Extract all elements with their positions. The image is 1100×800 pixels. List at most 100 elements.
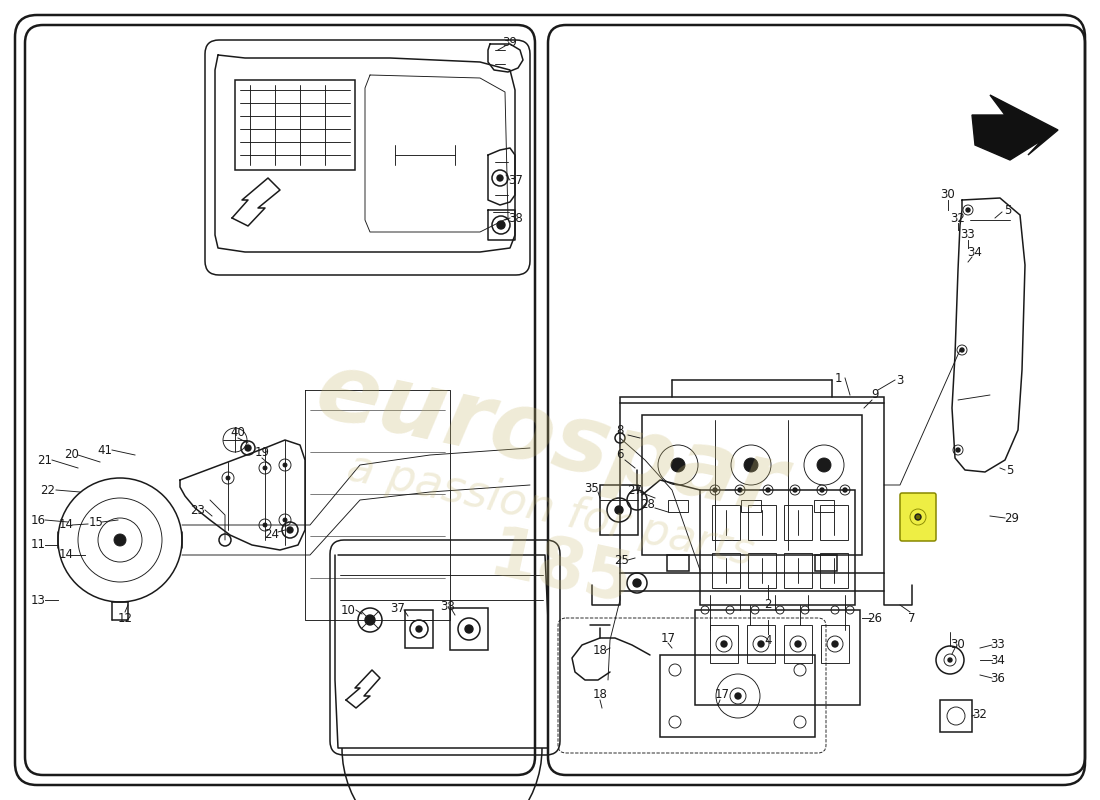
Text: 28: 28 bbox=[640, 498, 656, 511]
Text: 4: 4 bbox=[764, 634, 772, 646]
Text: 38: 38 bbox=[508, 211, 524, 225]
Text: 23: 23 bbox=[190, 503, 206, 517]
Bar bbox=[667, 555, 689, 571]
Text: 26: 26 bbox=[868, 611, 882, 625]
Circle shape bbox=[497, 175, 503, 181]
Text: 19: 19 bbox=[254, 446, 270, 458]
Text: 18: 18 bbox=[593, 643, 607, 657]
Circle shape bbox=[287, 527, 293, 533]
Text: 5: 5 bbox=[1004, 203, 1012, 217]
Circle shape bbox=[671, 458, 685, 472]
Text: 32: 32 bbox=[950, 211, 966, 225]
Text: 32: 32 bbox=[972, 709, 988, 722]
Bar bbox=[700, 490, 855, 605]
Bar bbox=[784, 625, 812, 663]
Circle shape bbox=[720, 641, 727, 647]
Circle shape bbox=[416, 626, 422, 632]
Text: 30: 30 bbox=[940, 189, 956, 202]
Circle shape bbox=[465, 625, 473, 633]
Bar bbox=[405, 610, 433, 648]
Text: 8: 8 bbox=[616, 423, 624, 437]
Text: 27: 27 bbox=[627, 483, 642, 497]
Bar bbox=[695, 610, 860, 705]
Text: 38: 38 bbox=[441, 601, 455, 614]
Text: 13: 13 bbox=[31, 594, 45, 606]
Bar bbox=[748, 505, 775, 540]
Circle shape bbox=[713, 488, 717, 492]
Circle shape bbox=[956, 448, 960, 452]
Bar bbox=[814, 500, 834, 512]
Text: 185: 185 bbox=[482, 522, 638, 618]
Text: 10: 10 bbox=[341, 603, 355, 617]
Text: 2: 2 bbox=[764, 598, 772, 611]
Text: 29: 29 bbox=[1004, 511, 1020, 525]
Circle shape bbox=[283, 518, 287, 522]
Text: a passion for parts: a passion for parts bbox=[343, 446, 757, 574]
Bar bbox=[712, 505, 740, 540]
Text: 24: 24 bbox=[264, 529, 279, 542]
Bar bbox=[600, 485, 638, 535]
Circle shape bbox=[263, 523, 267, 527]
Text: 11: 11 bbox=[31, 538, 45, 551]
Text: 35: 35 bbox=[584, 482, 600, 494]
Bar bbox=[712, 553, 740, 588]
Bar bbox=[940, 700, 972, 732]
Circle shape bbox=[738, 488, 742, 492]
Text: 37: 37 bbox=[508, 174, 524, 186]
Circle shape bbox=[832, 641, 838, 647]
Circle shape bbox=[615, 506, 623, 514]
Circle shape bbox=[758, 641, 764, 647]
Circle shape bbox=[632, 579, 641, 587]
Circle shape bbox=[966, 208, 970, 212]
Text: 39: 39 bbox=[503, 37, 517, 50]
Text: eurospar: eurospar bbox=[307, 346, 793, 534]
Text: 34: 34 bbox=[968, 246, 982, 258]
Circle shape bbox=[960, 348, 964, 352]
Text: 40: 40 bbox=[231, 426, 245, 438]
Text: 41: 41 bbox=[98, 443, 112, 457]
Text: 14: 14 bbox=[58, 549, 74, 562]
Text: 16: 16 bbox=[31, 514, 45, 526]
Bar bbox=[784, 553, 812, 588]
Text: 18: 18 bbox=[593, 689, 607, 702]
Circle shape bbox=[766, 488, 770, 492]
Polygon shape bbox=[972, 95, 1058, 160]
Circle shape bbox=[226, 476, 230, 480]
Circle shape bbox=[735, 693, 741, 699]
Circle shape bbox=[820, 488, 824, 492]
Text: 6: 6 bbox=[616, 449, 624, 462]
Circle shape bbox=[365, 615, 375, 625]
FancyBboxPatch shape bbox=[900, 493, 936, 541]
Text: 17: 17 bbox=[660, 631, 675, 645]
Text: 21: 21 bbox=[37, 454, 53, 466]
Text: 20: 20 bbox=[65, 449, 79, 462]
Text: 15: 15 bbox=[89, 515, 103, 529]
Bar bbox=[668, 500, 688, 512]
Bar bbox=[820, 553, 848, 588]
Circle shape bbox=[245, 445, 251, 451]
Text: 9: 9 bbox=[871, 389, 879, 402]
Circle shape bbox=[263, 466, 267, 470]
Text: 30: 30 bbox=[950, 638, 966, 651]
Text: 37: 37 bbox=[390, 602, 406, 614]
Text: 33: 33 bbox=[991, 638, 1005, 651]
Circle shape bbox=[915, 514, 921, 520]
Circle shape bbox=[817, 458, 830, 472]
Bar bbox=[620, 397, 884, 573]
Bar bbox=[660, 655, 815, 737]
Bar bbox=[815, 555, 837, 571]
Bar bbox=[450, 608, 488, 650]
Text: 22: 22 bbox=[41, 483, 55, 497]
Circle shape bbox=[744, 458, 758, 472]
Text: 25: 25 bbox=[615, 554, 629, 566]
Bar bbox=[741, 500, 761, 512]
Bar bbox=[642, 415, 862, 555]
Text: 36: 36 bbox=[991, 671, 1005, 685]
Bar bbox=[820, 505, 848, 540]
Circle shape bbox=[114, 534, 126, 546]
Text: 3: 3 bbox=[896, 374, 904, 386]
Circle shape bbox=[948, 658, 951, 662]
Text: 33: 33 bbox=[960, 229, 976, 242]
Bar bbox=[235, 80, 355, 170]
Text: 14: 14 bbox=[58, 518, 74, 531]
